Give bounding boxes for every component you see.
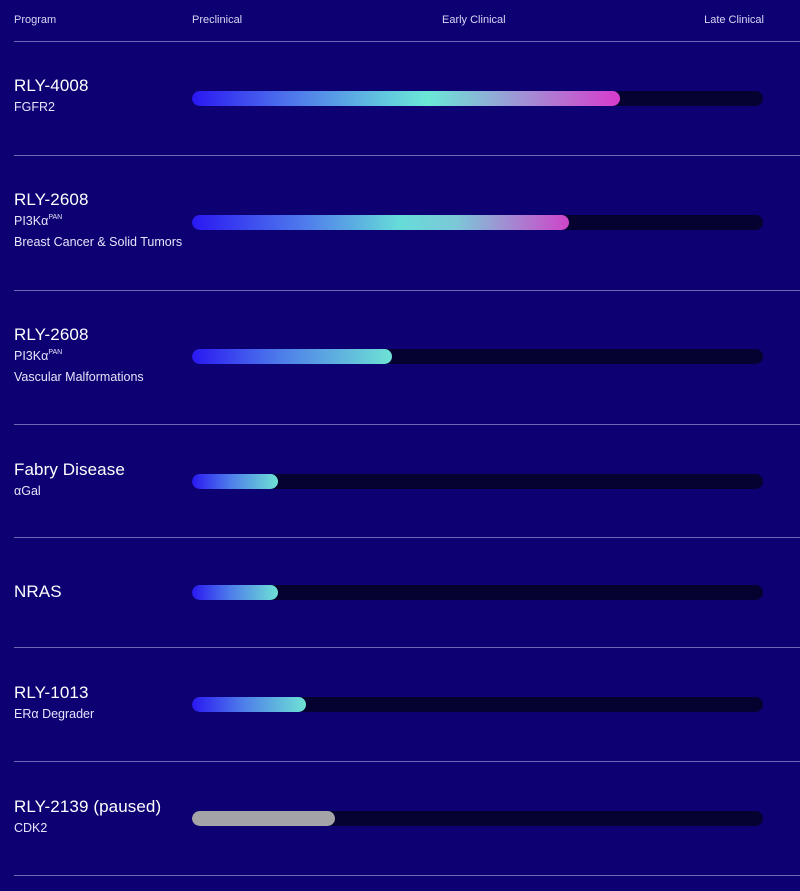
row-divider — [14, 647, 800, 648]
progress-fill — [192, 697, 307, 712]
progress-track — [192, 474, 763, 489]
program-target: PI3KαPAN — [14, 349, 63, 363]
program-target: PI3KαPAN — [14, 214, 63, 228]
pipeline-row-rly-1013: RLY-1013 ERα Degrader — [0, 648, 800, 761]
program-target: ERα Degrader — [14, 707, 95, 721]
column-header-late-clinical: Late Clinical — [704, 14, 764, 26]
program-name: RLY-1013 — [14, 683, 89, 702]
progress-track — [192, 585, 763, 600]
row-divider — [14, 761, 800, 762]
pipeline-row-rly-4008: RLY-4008 FGFR2 — [0, 42, 800, 155]
target-superscript: PAN — [48, 349, 63, 356]
pipeline-header: Program Preclinical Early Clinical Late … — [0, 0, 800, 42]
column-header-program: Program — [14, 14, 57, 26]
progress-fill-paused — [192, 811, 335, 826]
progress-track — [192, 349, 763, 364]
progress-fill — [192, 585, 278, 600]
pipeline-row-rly-2608-vascular: RLY-2608 PI3KαPAN Vascular Malformations — [0, 291, 800, 424]
pipeline-row-nras: NRAS — [0, 538, 800, 647]
program-indication: Vascular Malformations — [14, 370, 144, 384]
program-indication: Breast Cancer & Solid Tumors — [14, 235, 183, 249]
pipeline-row-rly-2139: RLY-2139 (paused) CDK2 — [0, 762, 800, 875]
progress-track — [192, 811, 763, 826]
program-name: RLY-2608 — [14, 190, 89, 209]
program-target: αGal — [14, 484, 41, 498]
row-divider — [14, 155, 800, 156]
row-divider — [14, 290, 800, 291]
program-name: Fabry Disease — [14, 460, 125, 479]
progress-fill — [192, 91, 621, 106]
pipeline-row-fabry-disease: Fabry Disease αGal — [0, 425, 800, 537]
progress-track — [192, 91, 763, 106]
program-target: CDK2 — [14, 821, 48, 835]
program-name: NRAS — [14, 582, 62, 601]
header-divider — [14, 41, 800, 42]
column-header-preclinical: Preclinical — [192, 14, 243, 26]
progress-track — [192, 697, 763, 712]
program-target: FGFR2 — [14, 100, 55, 114]
row-divider — [14, 424, 800, 425]
progress-fill — [192, 474, 278, 489]
pipeline-row-rly-2608-breast: RLY-2608 PI3KαPAN Breast Cancer & Solid … — [0, 156, 800, 289]
progress-fill — [192, 349, 392, 364]
program-name: RLY-2608 — [14, 325, 89, 344]
row-divider — [14, 537, 800, 538]
program-name: RLY-2139 (paused) — [14, 797, 162, 816]
target-superscript: PAN — [48, 214, 63, 221]
program-name: RLY-4008 — [14, 76, 89, 95]
progress-track — [192, 215, 763, 230]
column-header-early-clinical: Early Clinical — [442, 14, 506, 26]
row-divider — [14, 875, 800, 876]
progress-fill — [192, 215, 569, 230]
